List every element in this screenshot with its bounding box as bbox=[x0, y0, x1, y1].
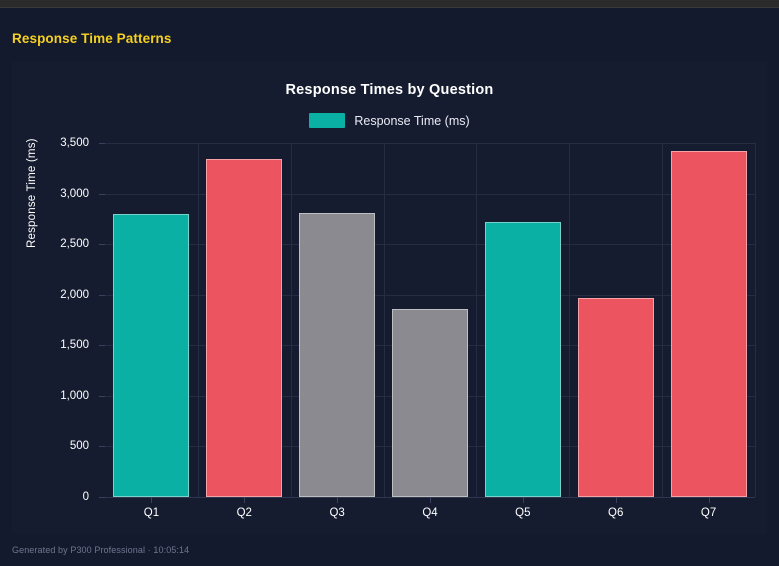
plot-area: 0 500 1,000 1,500 2,000 2,500 3,000 3,500 Q1 Q2 Q3… bbox=[60, 137, 756, 519]
y-tick-mark bbox=[99, 497, 105, 498]
legend-item-response-time[interactable]: Response Time (ms) bbox=[309, 113, 470, 128]
y-tick-label: 500 bbox=[69, 440, 89, 453]
x-tick-label-q7: Q7 bbox=[700, 507, 717, 519]
y-gridline bbox=[105, 244, 755, 246]
page-header: Response Time Patterns bbox=[0, 9, 779, 71]
y-gridline bbox=[105, 193, 755, 195]
window-chrome-strip bbox=[0, 0, 779, 8]
bar-q3[interactable] bbox=[299, 212, 376, 497]
y-gridline bbox=[105, 294, 755, 296]
x-tick-label-q2: Q2 bbox=[236, 507, 252, 519]
legend-swatch-icon bbox=[309, 113, 346, 128]
chart-title: Response Times by Question bbox=[285, 82, 494, 98]
y-tick-label: 0 bbox=[82, 491, 89, 503]
bar-q4[interactable] bbox=[392, 308, 468, 497]
x-gridline bbox=[755, 143, 756, 497]
x-tick-label-q6: Q6 bbox=[608, 507, 624, 519]
y-tick-mark bbox=[99, 294, 105, 296]
x-tick-label-q3: Q3 bbox=[329, 507, 345, 519]
x-tick-mark bbox=[615, 497, 617, 503]
y-tick-mark bbox=[99, 395, 105, 397]
y-tick-mark bbox=[99, 446, 105, 448]
x-tick-mark bbox=[337, 497, 339, 503]
bar-q7[interactable] bbox=[670, 151, 747, 497]
x-gridline bbox=[662, 143, 664, 497]
y-tick-label: 1,000 bbox=[60, 389, 89, 402]
x-tick-mark bbox=[430, 497, 431, 503]
x-tick-label-q4: Q4 bbox=[422, 507, 438, 519]
y-tick-label: 3,000 bbox=[60, 187, 89, 200]
x-tick-mark bbox=[522, 497, 524, 503]
y-tick-label: 1,500 bbox=[60, 339, 89, 352]
plot-wrapper: Response Time (ms) 0 500 1,000 1,500 2,000 2,… bbox=[12, 62, 767, 534]
footer-generated-by: Generated by P300 Professional · 10:05:1… bbox=[12, 545, 190, 555]
page-title: Response Time Patterns bbox=[12, 31, 172, 46]
y-tick-label: 3,500 bbox=[60, 137, 89, 149]
y-tick-mark bbox=[99, 193, 105, 195]
bar-q2[interactable] bbox=[206, 159, 283, 497]
x-gridline bbox=[476, 143, 478, 497]
y-tick-mark bbox=[99, 244, 105, 246]
x-tick-mark bbox=[151, 497, 153, 503]
x-gridline bbox=[383, 143, 385, 497]
y-tick-label: 2,000 bbox=[60, 288, 89, 301]
bar-q5[interactable] bbox=[484, 221, 561, 497]
x-gridline bbox=[569, 143, 571, 497]
y-tick-mark bbox=[99, 143, 105, 144]
chart-card: Response Times by Question Response Time… bbox=[12, 62, 767, 534]
chart-legend: Response Time (ms) bbox=[12, 113, 767, 128]
bar-q6[interactable] bbox=[577, 297, 654, 497]
y-tick-label: 2,500 bbox=[60, 238, 89, 251]
x-tick-mark bbox=[244, 497, 246, 503]
x-tick-label-q1: Q1 bbox=[143, 507, 160, 519]
x-gridline bbox=[197, 143, 199, 497]
legend-item-label: Response Time (ms) bbox=[354, 113, 470, 128]
x-tick-mark bbox=[708, 497, 710, 503]
x-gridline bbox=[290, 143, 292, 497]
bar-q1[interactable] bbox=[113, 213, 190, 497]
x-tick-label-q5: Q5 bbox=[515, 507, 531, 519]
y-gridline bbox=[105, 143, 755, 144]
y-tick-mark bbox=[99, 345, 105, 347]
